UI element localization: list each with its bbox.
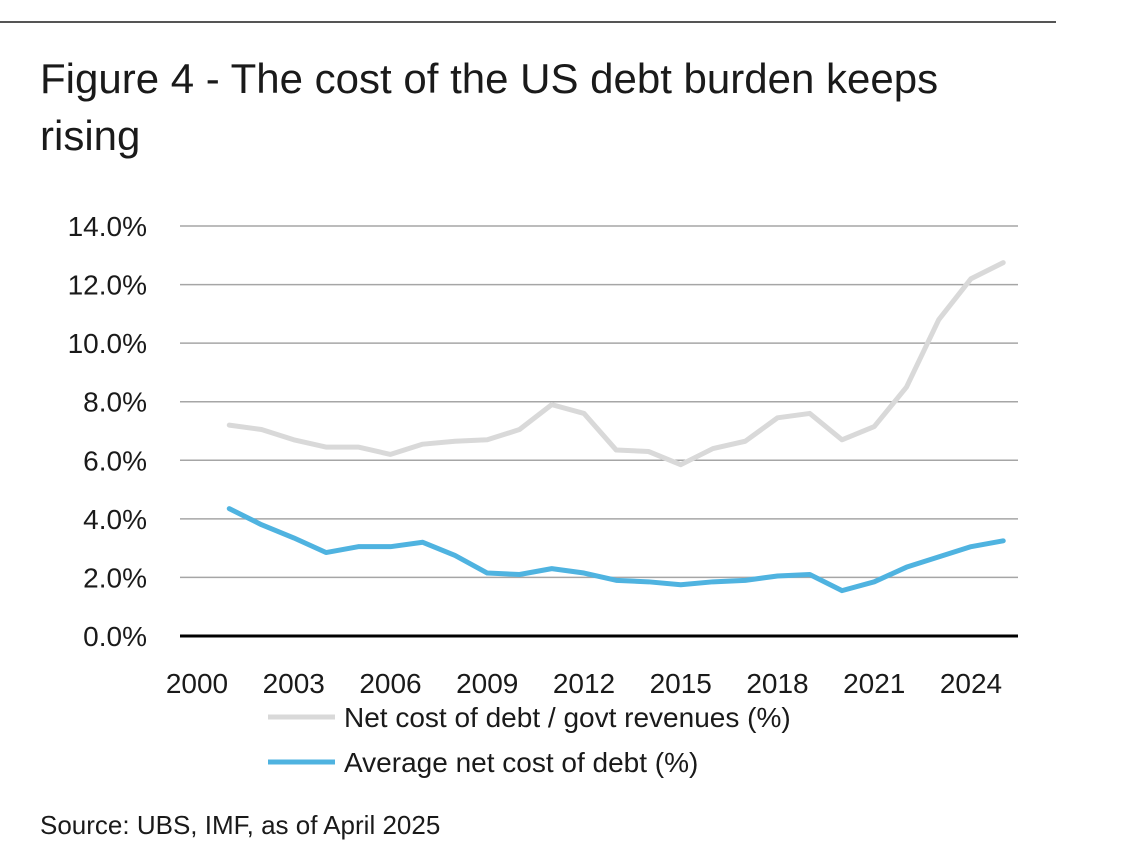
series-line-1 [226,260,1006,468]
y-tick-label: 8.0% [83,387,147,418]
y-tick-label: 12.0% [68,270,147,301]
legend-label-1: Net cost of debt / govt revenues (%) [344,702,791,733]
source-note: Source: UBS, IMF, as of April 2025 [40,810,441,840]
x-tick-label: 2021 [843,668,905,699]
x-tick-label: 2024 [940,668,1002,699]
x-tick-label: 2012 [553,668,615,699]
chart-title: Figure 4 - The cost of the US debt burde… [40,55,939,159]
legend-label-2: Average net cost of debt (%) [344,747,698,778]
y-tick-label: 14.0% [68,211,147,242]
x-tick-label: 2006 [359,668,421,699]
y-tick-label: 10.0% [68,328,147,359]
x-tick-label: 2018 [746,668,808,699]
x-tick-label: 2015 [650,668,712,699]
series-line-2 [226,506,1006,594]
y-tick-label: 0.0% [83,621,147,652]
y-tick-label: 4.0% [83,504,147,535]
x-tick-label: 2009 [456,668,518,699]
y-tick-label: 2.0% [83,562,147,593]
y-tick-label: 6.0% [83,445,147,476]
x-tick-label: 2000 [166,668,228,699]
top-rule [0,21,1056,23]
x-tick-label: 2003 [263,668,325,699]
